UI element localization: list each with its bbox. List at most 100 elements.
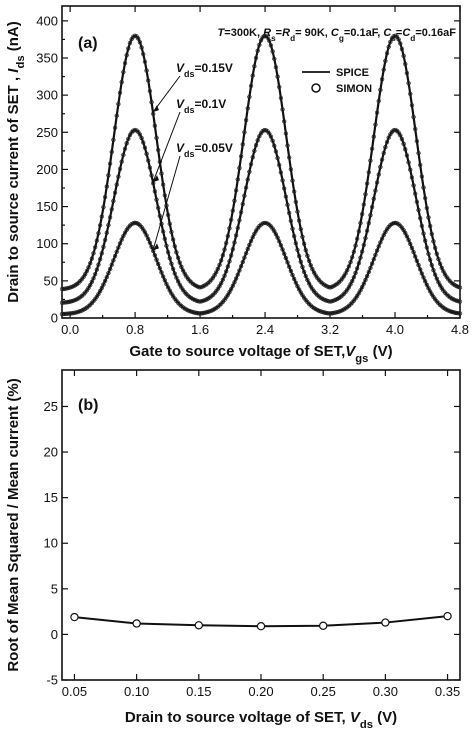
simon-point-Vds=0.15V bbox=[399, 46, 405, 52]
simon-point-Vds=0.1V bbox=[149, 173, 154, 178]
simon-point-Vds=0.1V bbox=[162, 236, 167, 241]
simon-point-Vds=0.15V bbox=[267, 38, 272, 43]
simon-point-Vds=0.15V bbox=[165, 212, 171, 218]
simon-point-Vds=0.1V bbox=[280, 178, 285, 183]
simon-point-Vds=0.1V bbox=[282, 186, 287, 191]
simon-point-Vds=0.1V bbox=[351, 275, 357, 280]
simon-point-Vds=0.1V bbox=[374, 180, 380, 185]
simon-point-Vds=0.15V bbox=[215, 266, 221, 271]
simon-point-Vds=0.15V bbox=[306, 258, 312, 264]
simon-point-Vds=0.1V bbox=[419, 223, 425, 229]
simon-point-Vds=0.1V bbox=[247, 169, 252, 174]
simon-point-Vds=0.05V bbox=[116, 245, 121, 250]
simon-point-Vds=0.15V bbox=[109, 149, 114, 155]
simon-point-Vds=0.1V bbox=[94, 267, 99, 272]
simon-point-Vds=0.15V bbox=[396, 37, 401, 42]
simon-point-Vds=0.1V bbox=[416, 207, 421, 213]
simon-point-Vds=0.05V bbox=[232, 280, 237, 285]
simon-point-Vds=0.1V bbox=[161, 229, 166, 234]
simon-point-Vds=0.05V bbox=[146, 236, 151, 242]
simon-point-Vds=0.05V bbox=[104, 274, 109, 280]
simon-point-Vds=0.15V bbox=[376, 98, 381, 104]
simon-point-Vds=0.1V bbox=[137, 132, 143, 137]
simon-point-Vds=0.05V bbox=[280, 247, 285, 252]
simon-point-Vds=0.15V bbox=[378, 87, 383, 92]
simon-point-Vds=0.1V bbox=[361, 242, 366, 248]
simon-point-Vds=0.15V bbox=[230, 208, 235, 213]
simon-point-Vds=0.15V bbox=[409, 103, 415, 108]
simon-point-Vds=0.1V bbox=[369, 204, 375, 210]
simon-point-Vds=0.15V bbox=[363, 192, 368, 197]
simon-point-Vds=0.05V bbox=[418, 267, 423, 272]
simon-point-Vds=0.15V bbox=[97, 223, 103, 228]
simon-point-Vds=0.15V bbox=[368, 158, 373, 163]
simon-point-Vds=0.15V bbox=[431, 239, 436, 244]
simon-point-Vds=0.15V bbox=[88, 261, 93, 266]
simon-point-Vds=0.05V bbox=[421, 275, 426, 280]
simon-point-Vds=0.05V bbox=[403, 230, 408, 236]
legend-spice-label: SPICE bbox=[336, 67, 369, 79]
simon-point-Vds=0.05V bbox=[111, 258, 116, 263]
simon-point-Vds=0.1V bbox=[252, 148, 257, 154]
series-arrowhead-Vds=0.05V bbox=[152, 243, 159, 251]
simon-point-Vds=0.1V bbox=[175, 279, 181, 284]
simon-point-Vds=0.05V bbox=[159, 270, 164, 275]
panel-b-ytick-label: 15 bbox=[44, 490, 58, 505]
simon-point-Vds=0.15V bbox=[364, 181, 370, 186]
simon-point-Vds=0.1V bbox=[378, 164, 383, 170]
simon-point-Vds=0.15V bbox=[343, 271, 348, 276]
simon-point-Vds=0.05V bbox=[293, 280, 298, 285]
simon-point-Vds=0.15V bbox=[127, 40, 133, 46]
simon-point-Vds=0.1V bbox=[413, 191, 418, 196]
series-arrow-Vds=0.15V bbox=[152, 75, 181, 113]
simon-point-Vds=0.1V bbox=[250, 155, 255, 160]
simon-point-Vds=0.1V bbox=[421, 231, 426, 236]
simon-point-Vds=0.1V bbox=[283, 194, 289, 199]
simon-point-Vds=0.15V bbox=[295, 209, 300, 214]
simon-point-Vds=0.15V bbox=[245, 106, 250, 111]
simon-point-Vds=0.15V bbox=[386, 44, 391, 50]
simon-point-Vds=0.15V bbox=[272, 56, 277, 61]
simon-point-Vds=0.1V bbox=[436, 280, 441, 285]
simon-point-Vds=0.15V bbox=[169, 229, 174, 235]
simon-point-Vds=0.1V bbox=[277, 162, 282, 168]
simon-point-Vds=0.1V bbox=[243, 185, 249, 190]
simon-point-Vds=0.05V bbox=[404, 234, 410, 239]
simon-point-Vds=0.1V bbox=[99, 251, 104, 256]
panel-a-frame bbox=[61, 5, 461, 319]
simon-point-Vds=0.05V bbox=[233, 276, 239, 281]
legend-simon-label: SIMON bbox=[336, 83, 372, 95]
simon-point-Vds=0.05V bbox=[154, 257, 159, 262]
simon-point-Vds=0.15V bbox=[432, 245, 438, 251]
panel-b-ytick-label: 0 bbox=[51, 627, 58, 642]
simon-point-Vds=0.15V bbox=[255, 48, 260, 53]
simon-point-Vds=0.1V bbox=[408, 167, 413, 172]
simon-point-Vds=0.1V bbox=[386, 135, 391, 140]
simon-point-Vds=0.1V bbox=[285, 202, 290, 208]
simon-point-Vds=0.1V bbox=[398, 133, 403, 138]
series-label-Vds=0.05V: Vds=0.05V bbox=[176, 141, 233, 159]
simon-point-Vds=0.15V bbox=[275, 74, 280, 79]
simon-point-Vds=0.15V bbox=[101, 204, 106, 210]
simon-point-Vds=0.15V bbox=[102, 194, 108, 200]
simon-point-Vds=0.15V bbox=[305, 253, 310, 258]
simon-point-Vds=0.15V bbox=[139, 45, 144, 50]
simon-point-Vds=0.05V bbox=[408, 241, 413, 246]
simon-point-Vds=0.05V bbox=[413, 254, 418, 259]
simon-point-Vds=0.05V bbox=[419, 271, 425, 276]
simon-point-Vds=0.15V bbox=[429, 231, 434, 237]
panel-b-ytick-label: 20 bbox=[44, 445, 58, 460]
simon-point-Vds=0.05V bbox=[101, 282, 106, 287]
simon-point-Vds=0.1V bbox=[253, 143, 259, 148]
panel-b-ylabel: Root of Mean Squared / Mean current (%) bbox=[5, 378, 22, 671]
simon-point-Vds=0.05V bbox=[102, 278, 108, 284]
simon-point-Vds=0.1V bbox=[93, 272, 98, 277]
simon-point-Vds=0.15V bbox=[419, 174, 425, 179]
simon-point-Vds=0.15V bbox=[227, 226, 232, 231]
panel-a-xtick-label: 0.0 bbox=[61, 322, 79, 337]
simon-point-Vds=0.1V bbox=[290, 226, 295, 231]
simon-point-Vds=0.15V bbox=[296, 218, 302, 223]
simon-point-Vds=0.1V bbox=[232, 240, 237, 245]
